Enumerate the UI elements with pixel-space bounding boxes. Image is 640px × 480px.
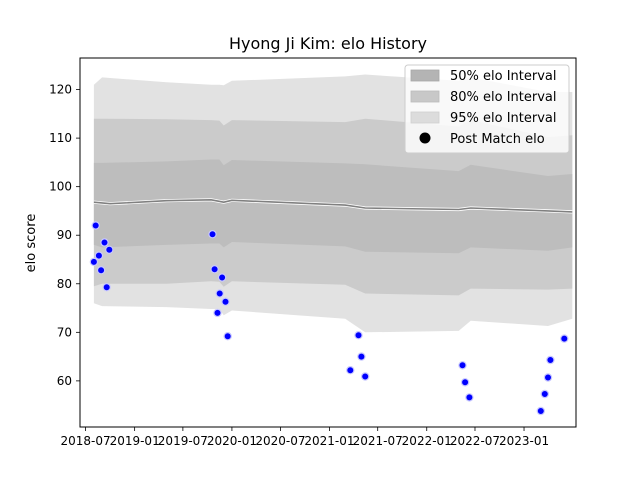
x-tick-label-7: 2021-07 bbox=[353, 434, 403, 448]
x-tick-label-10: 2023-01 bbox=[499, 434, 549, 448]
post-match-point-18 bbox=[361, 372, 370, 381]
post-match-point-10 bbox=[213, 308, 222, 318]
y-tick-label-2: 70 bbox=[57, 325, 72, 339]
band-50-interval bbox=[93, 159, 573, 254]
post-match-point-16 bbox=[354, 331, 363, 340]
post-match-point-17 bbox=[357, 352, 366, 361]
post-match-point-20 bbox=[460, 378, 470, 387]
plot-frame bbox=[79, 57, 577, 428]
legend-label-50: 50% elo Interval bbox=[450, 69, 557, 84]
legend: 50% elo Interval 80% elo Interval 95% el… bbox=[404, 64, 570, 154]
y-tick-label-4: 90 bbox=[57, 228, 72, 242]
mean-elo-line bbox=[93, 199, 573, 213]
x-tick-label-3: 2019-07 bbox=[158, 434, 208, 448]
post-match-point-6 bbox=[102, 283, 111, 292]
x-tick-label-1: 2018-07 bbox=[61, 434, 111, 448]
x-tick-label-2: 2019-01 bbox=[110, 434, 160, 448]
mean-elo-line-group bbox=[93, 198, 573, 214]
post-match-point-15 bbox=[346, 366, 355, 375]
post-match-point-2 bbox=[91, 221, 100, 230]
x-tick-label-4: 2020-01 bbox=[207, 434, 257, 448]
post-match-point-5 bbox=[100, 238, 109, 247]
y-tick-label-1: 60 bbox=[57, 374, 72, 388]
post-match-point-23 bbox=[540, 389, 550, 399]
y-tick-label-6: 110 bbox=[49, 131, 72, 145]
y-axis-label: elo score bbox=[24, 214, 39, 273]
x-tick-label-6: 2021-01 bbox=[304, 434, 354, 448]
y-axis: 60 70 80 90 100 110 120 bbox=[49, 83, 80, 388]
y-tick-label-5: 100 bbox=[49, 180, 72, 194]
legend-label-80: 80% elo Interval bbox=[450, 90, 557, 105]
post-match-point-11 bbox=[215, 289, 224, 298]
post-match-point-24 bbox=[543, 373, 553, 382]
post-match-point-22 bbox=[536, 406, 546, 416]
x-tick-label-5: 2020-07 bbox=[255, 434, 305, 448]
x-axis: 2018-072019-012019-072020-012020-072021-… bbox=[61, 427, 549, 448]
post-match-point-9 bbox=[210, 265, 219, 274]
legend-swatch-95 bbox=[410, 111, 440, 124]
post-match-points bbox=[89, 221, 569, 416]
post-match-point-13 bbox=[221, 297, 230, 306]
post-match-point-26 bbox=[560, 334, 569, 343]
post-match-point-8 bbox=[208, 229, 217, 239]
y-tick-label-3: 80 bbox=[57, 277, 72, 291]
post-match-point-25 bbox=[546, 355, 555, 365]
legend-swatch-50 bbox=[410, 69, 440, 82]
post-match-point-19 bbox=[458, 361, 467, 370]
chart-title: Hyong Ji Kim: elo History bbox=[229, 34, 427, 53]
legend-box bbox=[404, 64, 570, 154]
post-match-point-21 bbox=[465, 393, 474, 402]
y-tick-label-7: 120 bbox=[49, 83, 72, 97]
post-match-point-7 bbox=[105, 245, 114, 254]
legend-marker-post-match bbox=[419, 132, 431, 144]
post-match-point-12 bbox=[217, 273, 227, 282]
post-match-point-3 bbox=[94, 251, 104, 260]
post-match-point-1 bbox=[89, 257, 99, 267]
legend-swatch-80 bbox=[410, 90, 440, 103]
x-tick-label-8: 2022-01 bbox=[402, 434, 452, 448]
post-match-point-4 bbox=[96, 266, 106, 275]
post-match-point-14 bbox=[223, 332, 232, 341]
x-tick-label-9: 2022-07 bbox=[450, 434, 500, 448]
legend-label-post-match: Post Match elo bbox=[450, 132, 545, 147]
legend-label-95: 95% elo Interval bbox=[450, 111, 557, 126]
